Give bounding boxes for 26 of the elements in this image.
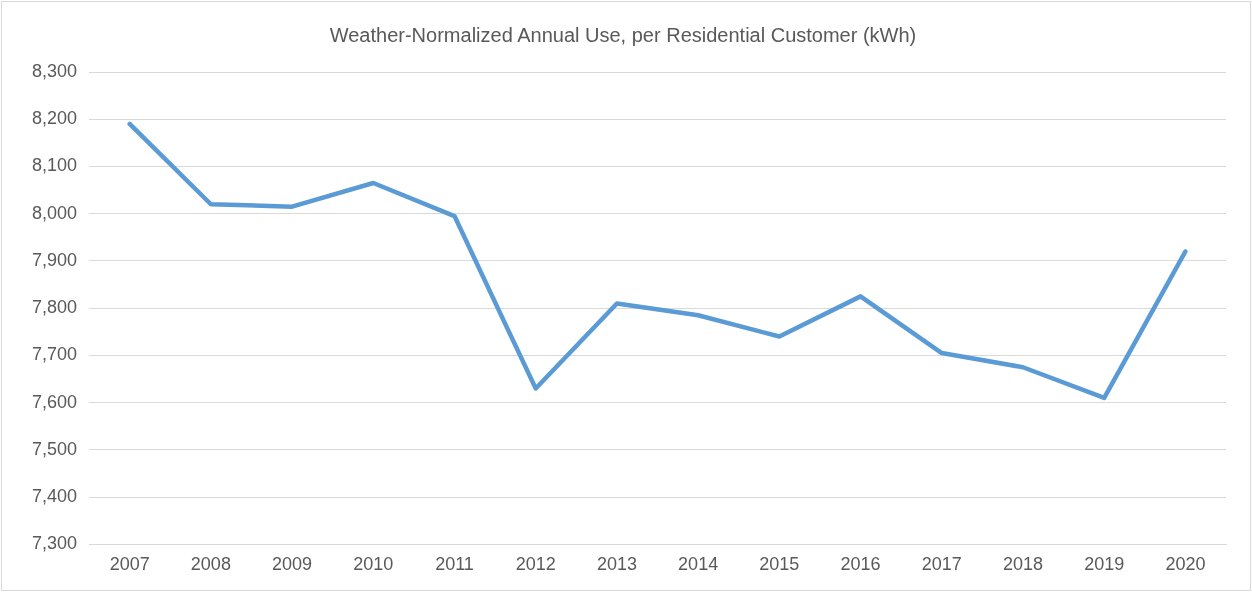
y-tick-label: 7,600 bbox=[32, 391, 78, 412]
y-tick-label: 7,900 bbox=[32, 249, 78, 270]
y-tick-label: 8,300 bbox=[32, 60, 78, 81]
x-tick-label: 2010 bbox=[353, 554, 394, 575]
y-tick-label: 8,000 bbox=[32, 202, 78, 223]
x-tick-label: 2016 bbox=[840, 554, 881, 575]
x-tick-label: 2015 bbox=[759, 554, 800, 575]
y-tick-label: 7,300 bbox=[32, 533, 78, 554]
x-tick-label: 2019 bbox=[1084, 554, 1125, 575]
chart-title: Weather-Normalized Annual Use, per Residential Customer (kWh) bbox=[329, 23, 917, 46]
x-tick-label: 2018 bbox=[1002, 554, 1043, 575]
x-tick-label: 2014 bbox=[678, 554, 719, 575]
y-tick-label: 7,700 bbox=[32, 344, 78, 365]
x-tick-label: 2013 bbox=[596, 554, 637, 575]
y-tick-label: 7,400 bbox=[32, 486, 78, 507]
y-tick-label: 8,200 bbox=[32, 108, 78, 129]
x-tick-label: 2008 bbox=[190, 554, 231, 575]
x-tick-label: 2017 bbox=[921, 554, 962, 575]
y-tick-label: 7,800 bbox=[32, 297, 78, 318]
y-tick-label: 7,500 bbox=[32, 438, 78, 459]
x-tick-label: 2007 bbox=[109, 554, 150, 575]
x-tick-label: 2012 bbox=[515, 554, 556, 575]
x-tick-label: 2009 bbox=[272, 554, 313, 575]
y-tick-label: 8,100 bbox=[32, 155, 78, 176]
x-tick-label: 2020 bbox=[1165, 554, 1206, 575]
x-tick-label: 2011 bbox=[435, 554, 474, 575]
